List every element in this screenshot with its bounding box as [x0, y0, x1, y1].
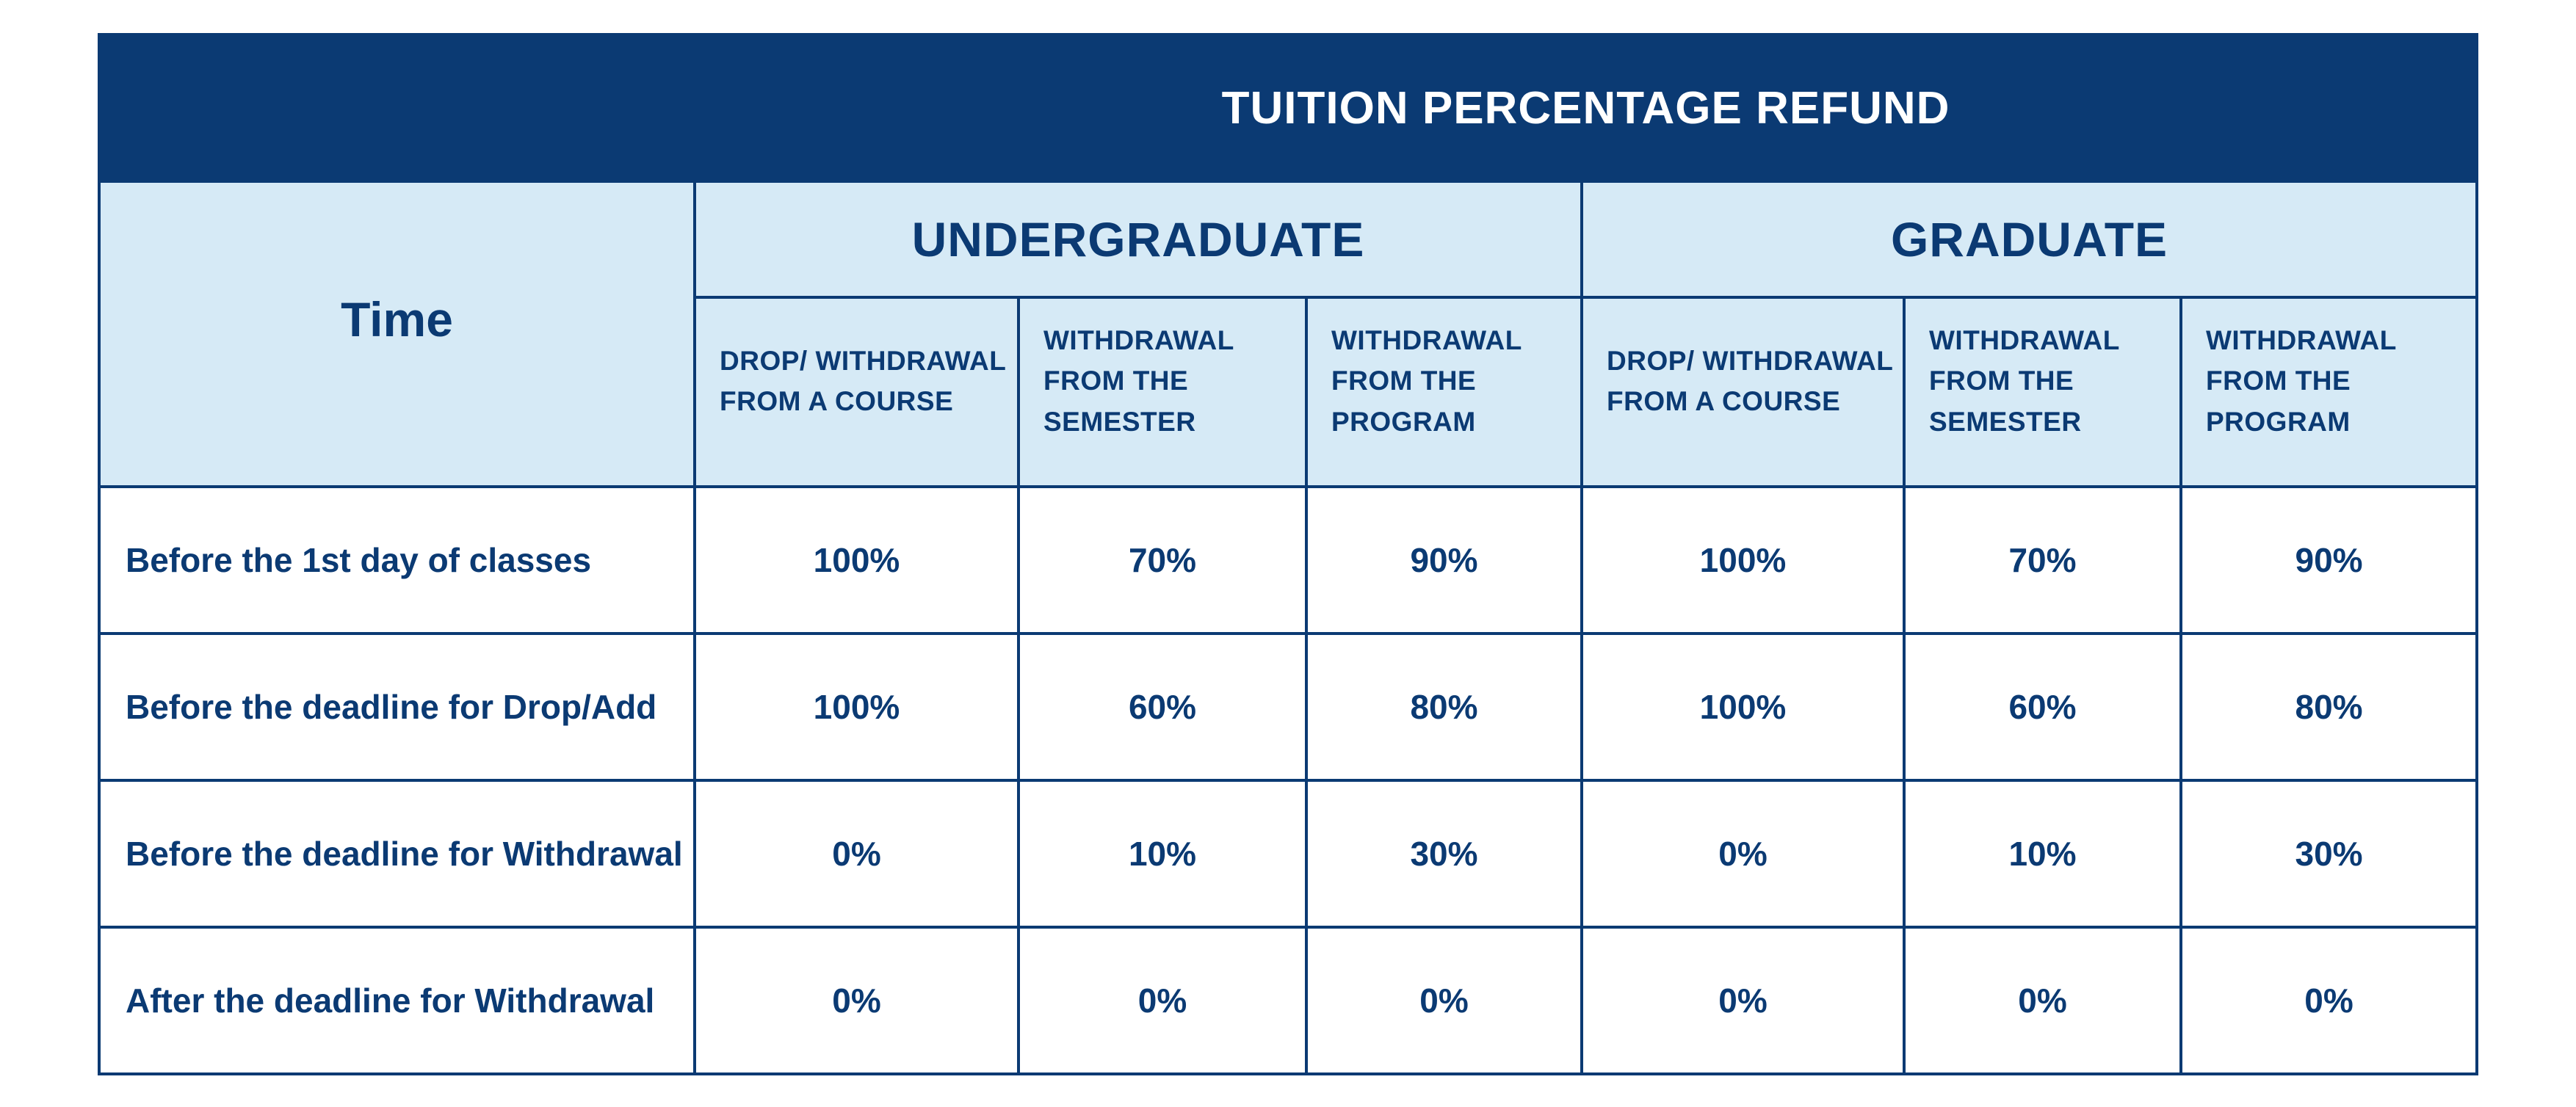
- table-cell: 100%: [1580, 485, 1906, 635]
- grad-withdrawal-semester-header: WITHDRAWAL FROM THE SEMESTER: [1903, 296, 2182, 488]
- table-cell: 90%: [2179, 485, 2479, 635]
- row-label: Before the deadline for Drop/Add: [98, 632, 696, 782]
- table-cell: 0%: [1305, 926, 1583, 1075]
- ug-withdrawal-program-header: WITHDRAWAL FROM THE PROGRAM: [1305, 296, 1583, 488]
- table-cell: 80%: [2179, 632, 2479, 782]
- time-column-header: Time: [98, 180, 696, 488]
- table-cell: 0%: [2179, 926, 2479, 1075]
- table-cell: 0%: [1580, 779, 1906, 929]
- title-spacer: [98, 33, 696, 183]
- table-cell: 0%: [1903, 926, 2182, 1075]
- table-row: Before the 1st day of classes 100% 70% 9…: [98, 485, 2479, 635]
- table-cell: 10%: [1017, 779, 1308, 929]
- tuition-refund-table: TUITION PERCENTAGE REFUND Time UNDERGRAD…: [98, 33, 2479, 1075]
- table-cell: 100%: [693, 632, 1020, 782]
- graduate-header: GRADUATE: [1580, 180, 2479, 299]
- sub-header-row: DROP/ WITHDRAWAL FROM A COURSE WITHDRAWA…: [99, 296, 2479, 488]
- table-row: After the deadline for Withdrawal 0% 0% …: [98, 926, 2479, 1075]
- table-cell: 70%: [1017, 485, 1308, 635]
- undergraduate-header: UNDERGRADUATE: [693, 180, 1583, 299]
- group-header-row: Time UNDERGRADUATE GRADUATE: [98, 180, 2479, 488]
- table-cell: 100%: [1580, 632, 1906, 782]
- table-cell: 10%: [1903, 779, 2182, 929]
- table-cell: 30%: [1305, 779, 1583, 929]
- grad-drop-withdrawal-course-header: DROP/ WITHDRAWAL FROM A COURSE: [1580, 296, 1906, 488]
- table-row: Before the deadline for Withdrawal 0% 10…: [98, 779, 2479, 929]
- table-cell: 0%: [1017, 926, 1308, 1075]
- ug-drop-withdrawal-course-header: DROP/ WITHDRAWAL FROM A COURSE: [693, 296, 1020, 488]
- table-cell: 100%: [693, 485, 1020, 635]
- row-label: After the deadline for Withdrawal: [98, 926, 696, 1075]
- table-cell: 90%: [1305, 485, 1583, 635]
- row-label: Before the 1st day of classes: [98, 485, 696, 635]
- table-cell: 0%: [693, 926, 1020, 1075]
- table-cell: 0%: [1580, 926, 1906, 1075]
- table-cell: 0%: [693, 779, 1020, 929]
- table-row: Before the deadline for Drop/Add 100% 60…: [98, 632, 2479, 782]
- table-cell: 60%: [1903, 632, 2182, 782]
- row-label: Before the deadline for Withdrawal: [98, 779, 696, 929]
- table-cell: 70%: [1903, 485, 2182, 635]
- grad-withdrawal-program-header: WITHDRAWAL FROM THE PROGRAM: [2179, 296, 2479, 488]
- table-cell: 80%: [1305, 632, 1583, 782]
- title-row: TUITION PERCENTAGE REFUND: [98, 33, 2479, 183]
- table-cell: 30%: [2179, 779, 2479, 929]
- ug-withdrawal-semester-header: WITHDRAWAL FROM THE SEMESTER: [1017, 296, 1308, 488]
- table-title: TUITION PERCENTAGE REFUND: [692, 33, 2479, 183]
- table-cell: 60%: [1017, 632, 1308, 782]
